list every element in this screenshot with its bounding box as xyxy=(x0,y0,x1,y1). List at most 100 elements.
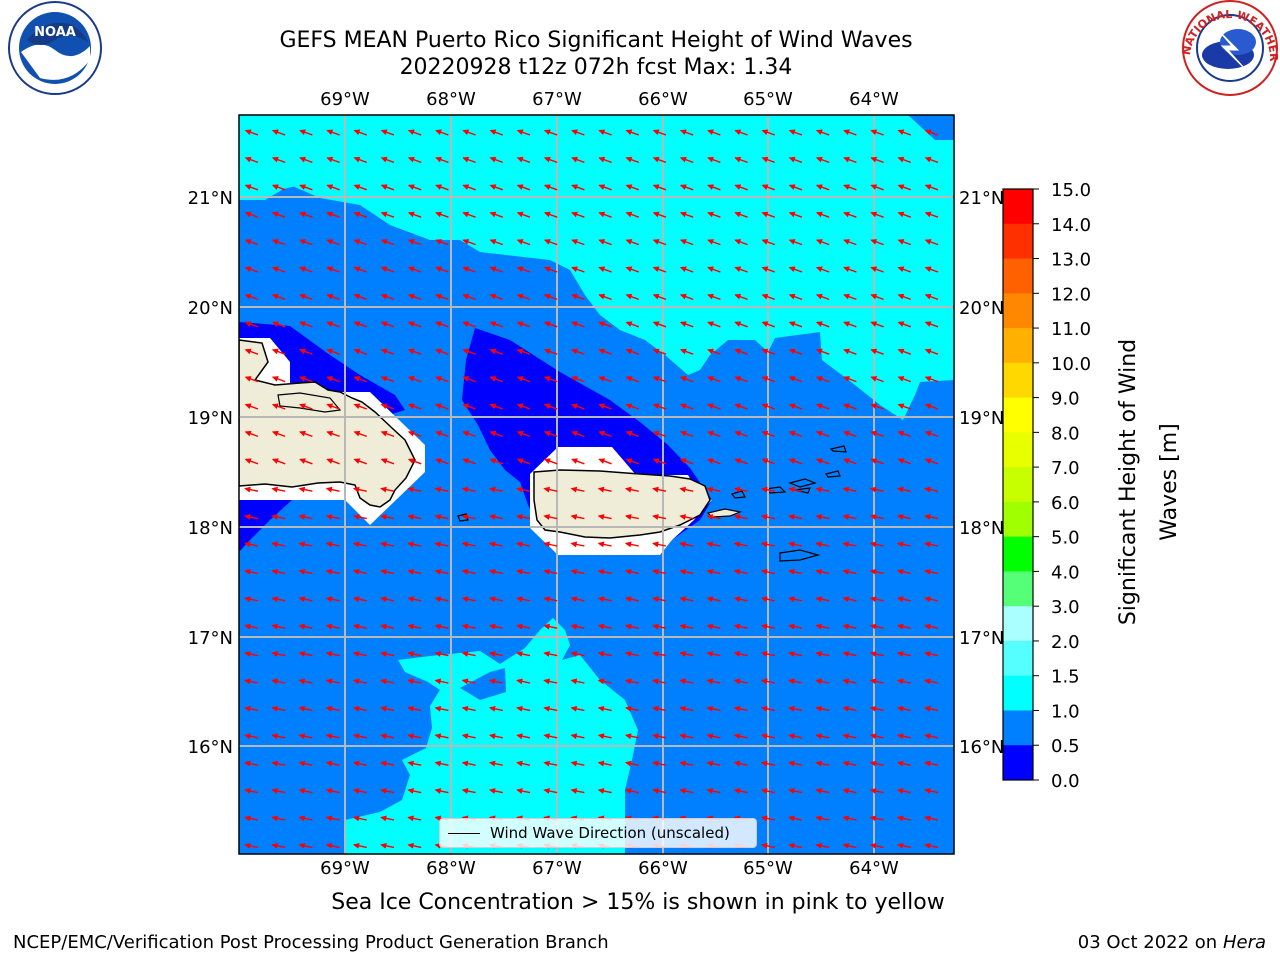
colorbar-label-line2: Waves [m] xyxy=(1157,423,1182,541)
colorbar-segment xyxy=(1003,467,1033,503)
wave-direction-arrowhead xyxy=(516,733,523,740)
wave-direction-arrowhead xyxy=(843,321,850,327)
wave-height-map xyxy=(239,115,954,854)
wave-direction-arrowhead xyxy=(516,623,523,630)
wave-direction-arrowhead xyxy=(897,211,905,218)
wave-direction-arrowhead xyxy=(488,541,496,548)
wave-direction-arrowhead xyxy=(734,211,742,218)
wave-direction-arrowhead xyxy=(325,842,333,849)
wave-direction-arrowhead xyxy=(352,760,360,767)
wave-direction-arrowhead xyxy=(625,348,633,355)
wave-direction-arrowhead xyxy=(461,514,469,520)
wave-direction-arrowhead xyxy=(842,760,850,767)
wave-direction-arrowhead xyxy=(244,403,252,410)
wave-direction-arrowhead xyxy=(624,760,632,767)
wave-direction-arrowhead xyxy=(326,430,334,437)
wave-direction-arrowhead xyxy=(760,514,768,520)
wave-direction-arrowhead xyxy=(897,348,905,355)
wave-direction-arrowhead xyxy=(380,430,388,437)
wave-direction-arrowhead xyxy=(598,266,606,273)
wave-direction-arrowhead xyxy=(489,348,497,355)
wave-direction-arrowhead xyxy=(516,266,524,273)
wave-direction-arrowhead xyxy=(733,733,741,740)
wave-direction-arrowhead xyxy=(488,623,496,630)
wave-direction-arrowhead xyxy=(435,458,442,464)
wave-direction-arrowhead xyxy=(870,458,878,464)
colorbar-segment xyxy=(1003,536,1033,572)
wave-direction-arrowhead xyxy=(326,348,334,355)
wave-direction-arrowhead xyxy=(625,430,633,437)
lat-label: 18°N xyxy=(959,518,1004,539)
wave-direction-arrowhead xyxy=(707,239,714,245)
wave-direction-arrowhead xyxy=(734,403,742,410)
wave-direction-arrowhead xyxy=(707,376,714,382)
wave-direction-arrowhead xyxy=(244,156,252,163)
wave-direction-arrowhead xyxy=(624,788,632,794)
wave-direction-arrowhead xyxy=(625,211,633,218)
wave-direction-arrowhead xyxy=(488,596,496,603)
lat-labels-right: 21°N 20°N 19°N 18°N 17°N 16°N xyxy=(959,188,1004,758)
wave-direction-arrowhead xyxy=(624,514,632,520)
wave-direction-arrowhead xyxy=(516,156,524,163)
wave-direction-arrowhead xyxy=(815,568,822,575)
colorbar-tick-label: 10.0 xyxy=(1051,354,1091,375)
wave-direction-arrowhead xyxy=(924,651,931,657)
wave-direction-arrowhead xyxy=(271,211,279,218)
wave-direction-arrowhead xyxy=(761,376,769,382)
wave-direction-arrowhead xyxy=(788,514,795,520)
colorbar-frame xyxy=(1002,188,1034,781)
wave-direction-arrowhead xyxy=(543,239,551,245)
wave-direction-arrowhead xyxy=(516,293,524,300)
wave-direction-arrowhead xyxy=(353,211,361,218)
wave-direction-arrowhead xyxy=(489,129,497,136)
wave-direction-arrowhead xyxy=(761,321,769,327)
wave-direction-arrowhead xyxy=(598,348,606,355)
wave-direction-arrowhead xyxy=(788,623,795,630)
wave-direction-arrowhead xyxy=(598,458,606,464)
wave-direction-arrowhead xyxy=(380,842,387,849)
wave-direction-arrowhead xyxy=(761,430,769,437)
wave-direction-arrowhead xyxy=(597,486,605,493)
colorbar-tick-label: 0.0 xyxy=(1051,771,1080,792)
wave-direction-arrowhead xyxy=(244,596,251,603)
wave-direction-arrowhead xyxy=(326,211,334,218)
wave-direction-arrowhead xyxy=(543,486,550,493)
wave-direction-arrowhead xyxy=(788,733,795,740)
wave-direction-arrowhead xyxy=(788,430,796,437)
wave-direction-arrowhead xyxy=(571,430,578,437)
lat-label: 21°N xyxy=(188,188,233,209)
wave-direction-arrowhead xyxy=(625,376,633,382)
chart-title: GEFS MEAN Puerto Rico Significant Height… xyxy=(279,28,913,53)
wave-direction-arrowhead xyxy=(380,376,388,382)
wave-direction-arrowhead xyxy=(788,678,795,685)
wave-direction-arrowhead xyxy=(896,623,904,630)
wave-direction-arrowhead xyxy=(244,239,252,245)
wave-direction-arrowhead xyxy=(815,293,823,300)
wave-direction-arrowhead xyxy=(543,568,550,575)
wave-direction-arrowhead xyxy=(760,733,768,740)
wave-direction-arrowhead xyxy=(271,733,278,740)
wave-direction-arrowhead xyxy=(733,788,741,794)
wave-direction-arrowhead xyxy=(733,623,741,630)
wave-direction-arrowhead xyxy=(625,458,633,464)
wave-direction-arrowhead xyxy=(298,842,306,849)
wave-direction-arrowhead xyxy=(571,266,578,273)
wave-direction-arrowhead xyxy=(624,486,632,493)
wave-direction-arrowhead xyxy=(843,293,850,300)
wave-direction-arrowhead xyxy=(571,403,578,410)
colorbar-tick-label: 0.5 xyxy=(1051,736,1080,757)
wave-direction-arrowhead xyxy=(598,403,606,410)
wave-direction-arrowhead xyxy=(271,293,279,300)
wave-direction-arrowhead xyxy=(733,596,741,603)
wave-direction-arrowhead xyxy=(407,129,415,136)
wave-direction-arrowhead xyxy=(652,211,660,218)
wave-direction-arrowhead xyxy=(734,156,742,163)
wave-direction-arrowhead xyxy=(733,651,741,657)
wave-direction-arrowhead xyxy=(869,788,877,794)
wave-direction-arrowhead xyxy=(570,541,578,548)
wave-direction-arrowhead xyxy=(407,596,414,603)
legend-label: Wind Wave Direction (unscaled) xyxy=(490,824,730,842)
map-grid xyxy=(239,115,954,854)
wave-direction-arrowhead xyxy=(271,266,279,273)
wave-direction-arrowhead xyxy=(598,129,606,136)
